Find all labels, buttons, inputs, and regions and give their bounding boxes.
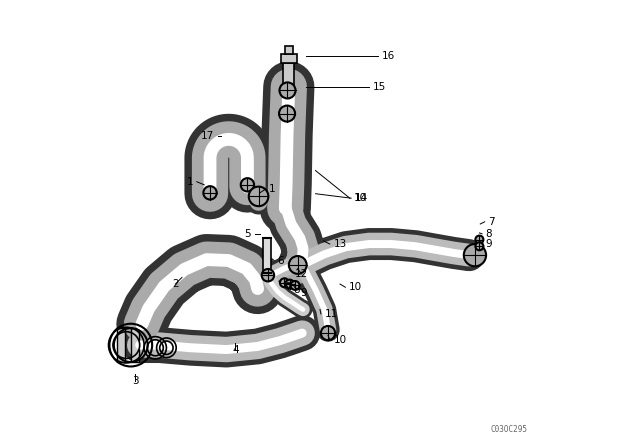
Circle shape: [262, 269, 274, 281]
Text: 4: 4: [232, 345, 239, 354]
Circle shape: [280, 278, 289, 287]
Text: 1: 1: [269, 184, 275, 194]
Circle shape: [249, 187, 268, 206]
FancyBboxPatch shape: [281, 54, 297, 63]
Text: 7: 7: [285, 282, 291, 292]
Text: 6: 6: [278, 255, 284, 266]
Circle shape: [204, 186, 217, 199]
Text: 13: 13: [333, 239, 347, 249]
Text: 10: 10: [349, 282, 362, 292]
Circle shape: [291, 281, 300, 290]
Circle shape: [464, 244, 486, 266]
Circle shape: [289, 256, 307, 274]
FancyBboxPatch shape: [131, 328, 139, 362]
FancyBboxPatch shape: [262, 238, 271, 273]
Text: 5: 5: [244, 229, 251, 239]
Text: C03OC295: C03OC295: [490, 425, 527, 434]
Text: 12: 12: [294, 269, 308, 279]
Text: 15: 15: [372, 82, 386, 92]
Text: 10: 10: [353, 193, 367, 203]
Text: 8: 8: [294, 285, 300, 295]
FancyBboxPatch shape: [117, 328, 125, 362]
Text: 3: 3: [132, 376, 138, 386]
Text: 14: 14: [355, 193, 368, 203]
Text: 17: 17: [201, 131, 214, 141]
Circle shape: [280, 82, 296, 99]
Text: 9: 9: [301, 288, 307, 297]
Text: 9: 9: [486, 239, 492, 249]
Text: 7: 7: [488, 217, 495, 227]
Text: 10: 10: [333, 335, 346, 345]
Text: 1: 1: [186, 177, 193, 187]
Circle shape: [285, 280, 294, 289]
Text: 2: 2: [172, 279, 179, 289]
Circle shape: [279, 106, 295, 121]
Circle shape: [476, 242, 483, 250]
Text: 11: 11: [324, 309, 338, 319]
Circle shape: [476, 236, 483, 244]
Text: 16: 16: [381, 51, 395, 61]
FancyBboxPatch shape: [285, 46, 293, 54]
Circle shape: [241, 178, 254, 191]
Text: 8: 8: [486, 229, 492, 239]
FancyBboxPatch shape: [284, 63, 294, 85]
Circle shape: [321, 326, 335, 340]
